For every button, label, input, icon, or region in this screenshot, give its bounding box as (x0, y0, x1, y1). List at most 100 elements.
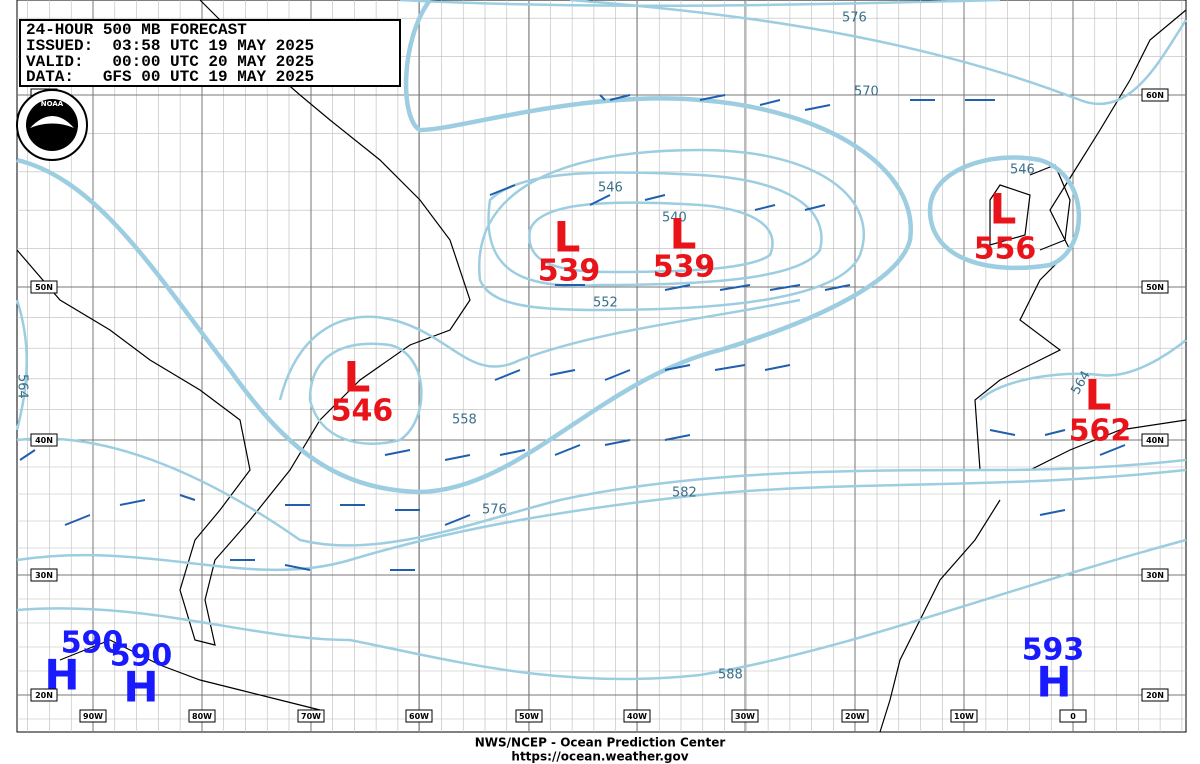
center-letter: L (554, 213, 581, 262)
coast-ireland (989, 184, 1031, 246)
contour-label: 558 (452, 413, 477, 428)
grid-label: 50W (519, 712, 539, 721)
barb-row-3 (555, 284, 851, 291)
grid-label: 30W (735, 712, 755, 721)
grid-label-box (405, 709, 433, 723)
coast-europe (974, 9, 1187, 471)
grid-label: 50N (1146, 283, 1164, 292)
contour-low-546 (308, 342, 423, 445)
header-line: 24-HOUR 500 MB FORECAST (26, 21, 247, 39)
grid-label-box (623, 709, 651, 723)
header-box: 24-HOUR 500 MB FORECAST ISSUED: 03:58 UT… (19, 19, 401, 87)
center-value: 562 (1069, 414, 1132, 449)
barb-row-5 (384, 434, 691, 461)
center-letter: L (670, 210, 697, 259)
contour-576 (16, 437, 1187, 547)
contour-582 (16, 468, 1187, 572)
contour-588 (16, 538, 1187, 681)
grid-label: 40N (35, 436, 53, 445)
grid-label-box (1141, 88, 1169, 102)
contour-label: 552 (593, 296, 618, 311)
grid-label: 80W (192, 712, 212, 721)
barb-row-1 (599, 94, 995, 111)
grid-label-box (30, 280, 58, 294)
grid-label: 40N (1146, 436, 1164, 445)
grid-label-box (950, 709, 978, 723)
grid-labels: 60N60N50N50N40N40N30N30N20N20N90W80W70W6… (30, 88, 1169, 723)
grid-label-box (731, 709, 759, 723)
grid-label: 30N (1146, 571, 1164, 580)
wind-barbs (19, 94, 1126, 571)
grid-label-box (1141, 280, 1169, 294)
header-line: VALID: 00:00 UTC 20 MAY 2025 (26, 53, 314, 71)
center-letter: L (990, 185, 1017, 234)
center-value: 539 (538, 254, 601, 289)
grid-label: 20W (845, 712, 865, 721)
grid-label-box (515, 709, 543, 723)
pressure-centers: L 539 L 539 L 556 L 546 L 562 H 590 H 59… (44, 185, 1131, 712)
contour-thick (16, 0, 913, 495)
coast-caribbean (59, 639, 321, 711)
contour-label: 564 (15, 374, 30, 399)
barb-row-6 (230, 504, 471, 571)
header-line: ISSUED: 03:58 UTC 19 MAY 2025 (26, 37, 314, 55)
grid-label-box (1141, 568, 1169, 582)
contour-label: 546 (1010, 163, 1035, 178)
footer-url: https://ocean.weather.gov (511, 750, 688, 764)
grid-label: 10W (954, 712, 974, 721)
grid-label-box (30, 568, 58, 582)
center-value: 539 (653, 250, 716, 285)
grid-label-box (841, 709, 869, 723)
grid-label-box (30, 688, 58, 702)
center-value: 590 (110, 639, 173, 674)
contour-558 (278, 298, 801, 401)
grid-label: 20N (1146, 691, 1164, 700)
contour-label: 570 (854, 85, 879, 100)
center-letter: L (1085, 371, 1112, 420)
header-frame (19, 19, 401, 87)
grid-label: 40W (627, 712, 647, 721)
grid-label: 20N (35, 691, 53, 700)
center-value: 590 (61, 626, 124, 661)
barb-row-4 (494, 364, 791, 381)
grid-label: 60N (1146, 91, 1164, 100)
center-letter: H (123, 663, 158, 712)
logo-bird (30, 116, 74, 128)
contour-labels: 576 570 546 540 552 558 576 582 588 564 … (15, 11, 1094, 683)
height-contours (15, 0, 1188, 681)
grid-label: 50N (35, 283, 53, 292)
grid-label: 30N (35, 571, 53, 580)
contour-label: 576 (842, 11, 867, 26)
grid-label-box (297, 709, 325, 723)
contour-label: 546 (598, 181, 623, 196)
coastlines (16, 0, 1187, 733)
grid-label-box (79, 709, 107, 723)
grid-label: 90W (83, 712, 103, 721)
coast-north-america (16, 0, 471, 646)
grid-label-box (30, 433, 58, 447)
grid-label-box (1141, 433, 1169, 447)
contour-label: 540 (662, 211, 687, 226)
contour-564-west (15, 299, 28, 431)
contour-540 (528, 201, 774, 274)
coast-britain (1029, 164, 1071, 251)
grid-label-box (1059, 709, 1087, 723)
contour-546 (487, 171, 823, 287)
contour-label: 588 (718, 668, 743, 683)
footer-org: NWS/NCEP - Ocean Prediction Center (475, 736, 726, 750)
grid-label-box (1141, 688, 1169, 702)
center-value: 593 (1022, 633, 1085, 668)
header-line: DATA: GFS 00 UTC 19 MAY 2025 (26, 68, 314, 86)
noaa-logo: NOAA (16, 89, 88, 161)
logo-disc (26, 99, 78, 151)
barb-row-7 (19, 429, 1126, 526)
logo-text: NOAA (41, 100, 64, 108)
map-frame (16, 0, 1187, 733)
grid-label: 0 (1070, 712, 1076, 721)
contour-576-north (399, 0, 1001, 8)
contour-label: 576 (482, 503, 507, 518)
contour-570 (569, 0, 1188, 106)
grid-label-box (188, 709, 216, 723)
